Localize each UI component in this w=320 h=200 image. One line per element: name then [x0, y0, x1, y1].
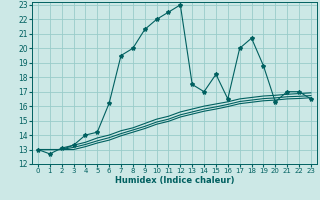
X-axis label: Humidex (Indice chaleur): Humidex (Indice chaleur)	[115, 176, 234, 185]
